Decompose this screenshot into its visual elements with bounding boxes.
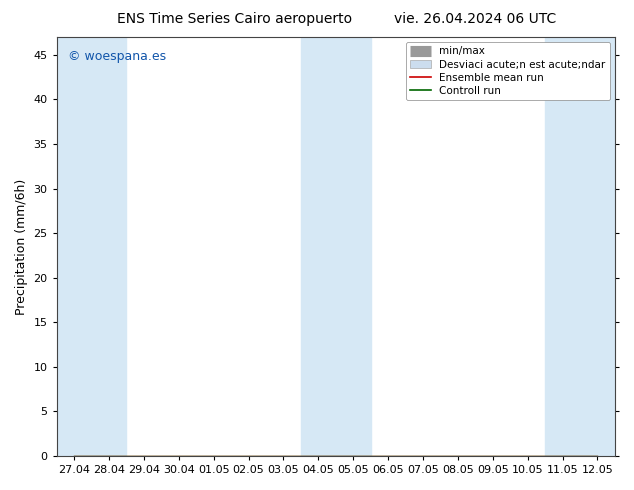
Text: vie. 26.04.2024 06 UTC: vie. 26.04.2024 06 UTC bbox=[394, 12, 557, 26]
Text: © woespana.es: © woespana.es bbox=[68, 49, 166, 63]
Bar bbox=[301, 37, 371, 456]
Text: ENS Time Series Cairo aeropuerto: ENS Time Series Cairo aeropuerto bbox=[117, 12, 352, 26]
Y-axis label: Precipitation (mm/6h): Precipitation (mm/6h) bbox=[15, 178, 28, 315]
Bar bbox=[56, 37, 126, 456]
Legend: min/max, Desviaci acute;n est acute;ndar, Ensemble mean run, Controll run: min/max, Desviaci acute;n est acute;ndar… bbox=[406, 42, 610, 100]
Bar bbox=[545, 37, 615, 456]
